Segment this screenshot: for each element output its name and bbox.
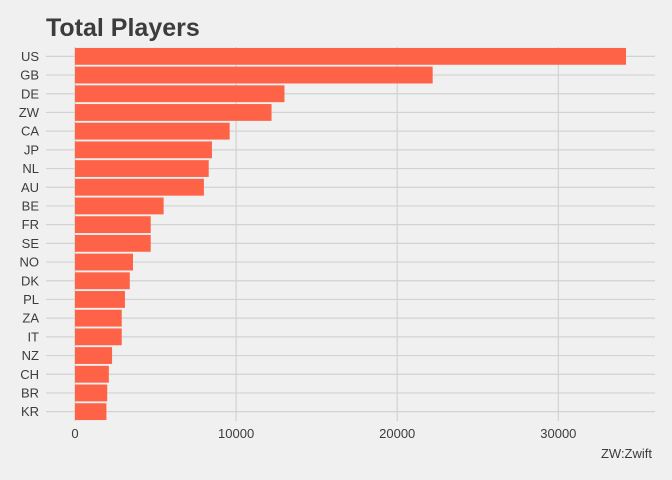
y-tick-label: GB xyxy=(20,68,39,83)
y-tick-label: DE xyxy=(21,86,39,101)
y-tick-label: PL xyxy=(23,292,39,307)
x-tick-label: 0 xyxy=(71,426,78,441)
x-tick-label: 20000 xyxy=(379,426,415,441)
y-tick-label: DK xyxy=(21,273,39,288)
bar-no xyxy=(75,253,133,271)
y-tick-label: BE xyxy=(22,198,40,213)
bar-gb xyxy=(75,66,433,84)
chart-title: Total Players xyxy=(46,14,200,42)
bar-br xyxy=(75,384,108,402)
y-tick-label: KR xyxy=(21,404,39,419)
y-tick-label: IT xyxy=(27,329,39,344)
y-tick-label: CH xyxy=(20,367,39,382)
x-tick-label: 10000 xyxy=(218,426,254,441)
bar-au xyxy=(75,178,204,196)
bar-it xyxy=(75,328,122,346)
bar-fr xyxy=(75,216,151,234)
y-tick-label: ZA xyxy=(22,311,39,326)
y-tick-label: US xyxy=(21,49,39,64)
y-tick-label: AU xyxy=(21,180,39,195)
bar-ch xyxy=(75,365,109,383)
y-tick-label: NL xyxy=(22,161,39,176)
y-tick-label: CA xyxy=(21,124,39,139)
y-tick-label: NO xyxy=(20,255,40,270)
bar-zw xyxy=(75,104,272,121)
bar-ca xyxy=(75,122,230,140)
bar-de xyxy=(75,85,285,103)
chart-caption: ZW:Zwift xyxy=(601,446,652,461)
bar-nz xyxy=(75,347,113,364)
y-tick-label: NZ xyxy=(22,348,39,363)
bar-be xyxy=(75,197,164,215)
bar-jp xyxy=(75,141,212,159)
bar-dk xyxy=(75,272,130,290)
bar-za xyxy=(75,309,122,327)
bars-layer xyxy=(75,47,626,421)
y-tick-label: BR xyxy=(21,385,39,400)
bar-us xyxy=(75,47,626,65)
y-tick-label: JP xyxy=(24,142,39,157)
x-tick-label: 30000 xyxy=(540,426,576,441)
bar-kr xyxy=(75,403,107,421)
y-tick-label: FR xyxy=(22,217,39,232)
x-axis-labels: 0 10000 20000 30000 xyxy=(71,426,576,441)
bar-nl xyxy=(75,160,209,177)
y-tick-label: ZW xyxy=(19,105,40,120)
bar-pl xyxy=(75,291,125,308)
bar-se xyxy=(75,234,151,252)
y-axis-labels: US GB DE ZW CA JP NL AU BE FR SE NO DK PL ZA IT NZ CH BR KR xyxy=(19,49,40,419)
y-tick-label: SE xyxy=(22,236,40,251)
